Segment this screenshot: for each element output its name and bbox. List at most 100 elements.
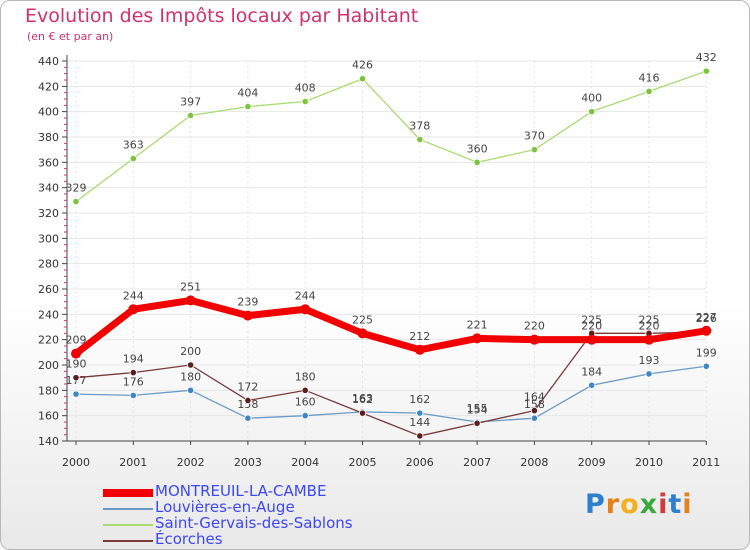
data-point-ecorches [358,409,367,417]
data-point-saint-gervais-des-sablons [702,67,710,75]
legend-label: Saint-Gervais-des-Sablons [155,514,353,532]
series-line-montreuil-la-cambe [72,296,710,358]
data-point-ecorches [72,374,80,382]
y-tick-label: 280 [38,258,59,271]
data-label-montreuil-la-cambe: 220 [639,320,660,333]
data-point-montreuil-la-cambe [586,334,597,345]
data-point-louvieres-en-auge [645,370,653,378]
data-label-louvieres-en-auge: 176 [123,375,144,388]
data-point-ecorches [301,386,309,394]
data-point-louvieres-en-auge [301,412,309,420]
data-label-ecorches: 180 [295,370,316,383]
series-line-ecorches [75,331,707,437]
data-point-saint-gervais-des-sablons [588,108,596,116]
x-tick-label: 2011 [692,456,720,469]
legend-label: Écorches [155,530,223,548]
legend-label: Louvières-en-Auge [155,498,295,516]
data-label-louvieres-en-auge: 180 [180,370,201,383]
y-tick-label: 180 [38,384,59,397]
y-tick-label: 440 [38,55,59,68]
data-label-montreuil-la-cambe: 209 [66,334,87,347]
y-tick-label: 260 [38,283,59,296]
data-label-saint-gervais-des-sablons: 404 [237,87,258,100]
data-point-louvieres-en-auge [72,390,80,398]
data-point-louvieres-en-auge [530,414,539,422]
y-tick-label: 300 [38,232,59,245]
legend-swatch [103,524,153,526]
data-label-saint-gervais-des-sablons: 397 [180,95,201,108]
data-label-saint-gervais-des-sablons: 432 [696,51,717,64]
y-tick-label: 220 [38,334,59,347]
data-point-ecorches [530,406,539,415]
proxiti-logo: Proxiti [585,489,693,520]
data-label-ecorches: 226 [696,312,717,325]
y-tick-label: 380 [38,131,59,144]
data-point-montreuil-la-cambe [529,334,540,345]
data-label-ecorches: 164 [524,391,545,404]
data-label-saint-gervais-des-sablons: 378 [409,120,430,133]
data-point-montreuil-la-cambe [414,344,425,355]
data-point-ecorches [244,396,252,405]
data-label-louvieres-en-auge: 155 [467,402,488,415]
y-tick-label: 420 [38,80,59,93]
data-point-ecorches [416,432,424,440]
legend-label: MONTREUIL-LA-CAMBE [155,482,327,500]
data-point-louvieres-en-auge [702,362,710,370]
data-label-louvieres-en-auge: 193 [639,354,660,367]
x-tick-label: 2001 [119,456,147,469]
chart-title: Evolution des Impôts locaux par Habitant [25,5,419,27]
data-label-montreuil-la-cambe: 251 [180,280,201,293]
data-label-ecorches: 190 [66,358,87,371]
data-label-louvieres-en-auge: 158 [237,398,258,411]
data-label-ecorches: 144 [409,416,430,429]
data-label-louvieres-en-auge: 199 [696,346,717,359]
x-tick-label: 2010 [635,456,663,469]
data-point-saint-gervais-des-sablons [72,198,80,206]
data-label-saint-gervais-des-sablons: 408 [295,82,316,95]
logo-letter: i [682,489,693,520]
data-label-ecorches: 225 [639,313,660,326]
x-tick-label: 2005 [349,456,377,469]
y-tick-label: 160 [38,410,59,423]
data-label-montreuil-la-cambe: 225 [352,313,373,326]
data-label-ecorches: 200 [180,345,201,358]
legend-swatch [103,508,153,510]
data-point-ecorches [129,368,137,377]
logo-letter: t [668,489,683,520]
y-tick-label: 320 [38,207,59,220]
logo-letter: o [620,489,640,520]
data-label-ecorches: 194 [123,353,144,366]
data-point-ecorches [473,419,481,427]
legend-swatch [103,489,153,497]
series-line-saint-gervais-des-sablons [75,70,707,203]
data-point-montreuil-la-cambe [472,333,483,344]
data-label-saint-gervais-des-sablons: 426 [352,59,373,72]
series-line-louvieres-en-auge [75,365,707,423]
data-point-montreuil-la-cambe [128,304,139,315]
data-point-louvieres-en-auge [416,409,424,417]
data-point-ecorches [187,361,195,369]
data-point-saint-gervais-des-sablons [530,146,539,154]
y-tick-label: 360 [38,156,59,169]
x-tick-label: 2000 [62,456,90,469]
data-point-montreuil-la-cambe [185,295,196,306]
y-tick-label: 240 [38,308,59,321]
data-label-saint-gervais-des-sablons: 370 [524,130,545,143]
y-tick-label: 400 [38,106,59,119]
y-tick-label: 340 [38,182,59,195]
data-point-louvieres-en-auge [129,391,137,399]
data-point-saint-gervais-des-sablons [244,103,252,111]
data-point-louvieres-en-auge [244,414,252,422]
data-label-ecorches: 154 [467,403,488,416]
chart-subtitle: (en € et par an) [27,30,114,43]
x-tick-label: 2009 [578,456,606,469]
data-label-montreuil-la-cambe: 244 [295,289,316,302]
data-label-ecorches: 225 [581,313,602,326]
logo-letter: P [585,489,606,520]
y-tick-label: 140 [38,435,59,448]
data-label-ecorches: 172 [237,380,258,393]
logo-letter: r [605,489,621,520]
data-point-louvieres-en-auge [187,386,195,394]
data-point-saint-gervais-des-sablons [187,111,195,120]
